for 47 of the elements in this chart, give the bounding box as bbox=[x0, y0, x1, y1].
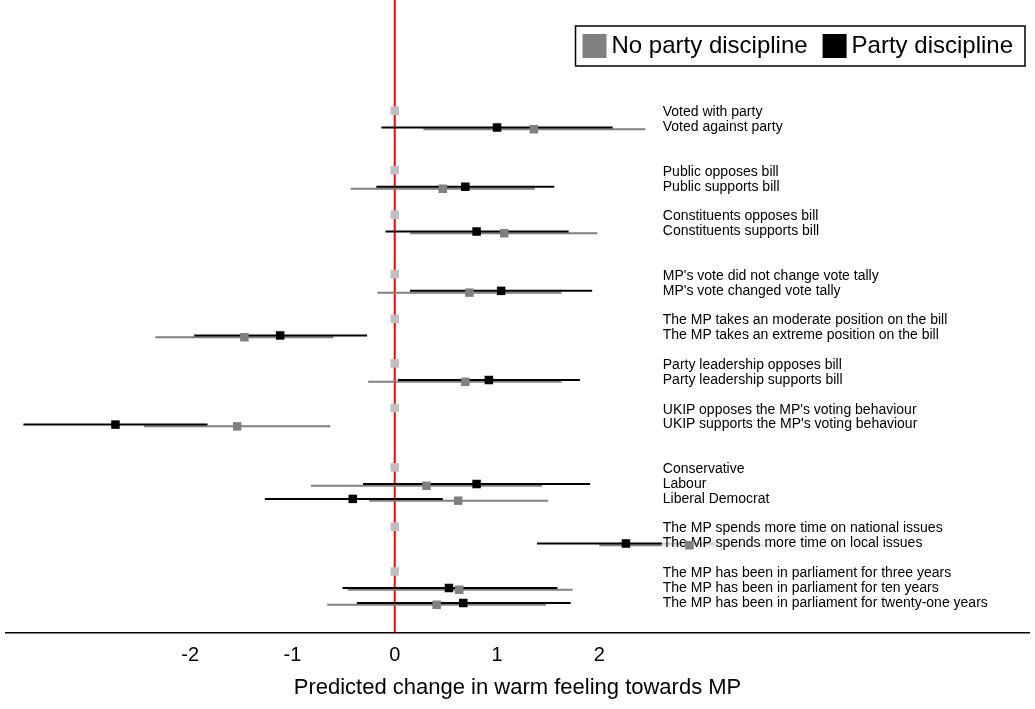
point bbox=[390, 106, 399, 116]
point bbox=[461, 377, 470, 387]
x-axis-title: Predicted change in warm feeling towards MP bbox=[293, 673, 742, 699]
point bbox=[432, 600, 441, 609]
x-tick-label: -2 bbox=[181, 643, 200, 666]
x-tick-label: 1 bbox=[491, 643, 503, 666]
x-tick-label: 0 bbox=[389, 643, 401, 666]
x-tick-label: 2 bbox=[593, 643, 605, 666]
y-tick-label: Labour bbox=[662, 474, 707, 491]
point bbox=[422, 481, 431, 491]
legend-label: Party discipline bbox=[851, 30, 1013, 58]
point bbox=[390, 567, 399, 576]
point bbox=[621, 539, 631, 548]
point bbox=[453, 496, 463, 505]
point bbox=[438, 184, 448, 193]
y-tick-label: Conservative bbox=[662, 460, 745, 477]
point bbox=[472, 479, 481, 489]
point bbox=[390, 463, 399, 472]
y-tick-label: The MP takes an moderate position on the bill bbox=[662, 311, 948, 328]
legend-label: No party discipline bbox=[611, 30, 808, 58]
point bbox=[275, 331, 285, 340]
y-tick-label: Voted against party bbox=[662, 118, 783, 135]
y-tick-label: The MP takes an extreme position on the bill bbox=[662, 326, 939, 343]
point bbox=[461, 182, 470, 192]
point bbox=[390, 403, 399, 413]
y-tick-label: Public opposes bill bbox=[662, 162, 779, 179]
y-tick-label: Liberal Democrat bbox=[662, 489, 770, 506]
y-tick-label: Party leadership opposes bill bbox=[662, 356, 842, 373]
point bbox=[390, 314, 399, 324]
y-tick-label: Voted with party bbox=[662, 103, 763, 120]
point bbox=[472, 227, 481, 236]
y-tick-label: MP's vote did not change vote tally bbox=[662, 266, 879, 283]
y-tick-label: UKIP opposes the MP's voting behaviour bbox=[662, 400, 917, 417]
y-tick-label: Constituents supports bill bbox=[662, 222, 820, 239]
point bbox=[390, 210, 399, 220]
point bbox=[390, 522, 399, 532]
point bbox=[390, 359, 399, 368]
point bbox=[492, 123, 502, 132]
point bbox=[111, 420, 120, 429]
y-tick-label: The MP has been in parliament for three years bbox=[662, 564, 952, 581]
point bbox=[240, 332, 249, 342]
y-tick-label: The MP spends more time on national issues bbox=[662, 519, 943, 536]
point bbox=[232, 422, 242, 431]
y-tick-label: Constituents opposes bill bbox=[662, 207, 819, 224]
x-tick-label: -1 bbox=[283, 643, 302, 666]
point bbox=[465, 288, 474, 297]
point bbox=[459, 598, 468, 608]
